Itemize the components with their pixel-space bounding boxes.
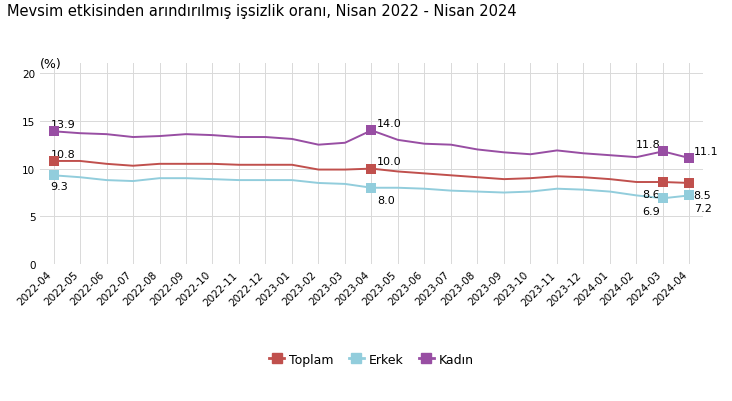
Text: 7.2: 7.2 xyxy=(694,203,712,213)
Toplam xyxy=(632,180,641,185)
Kadın xyxy=(49,130,58,134)
Kadın xyxy=(314,143,323,148)
Line: Kadın: Kadın xyxy=(53,131,690,159)
Kadın xyxy=(288,137,296,142)
Text: 13.9: 13.9 xyxy=(51,120,75,130)
Toplam xyxy=(102,162,111,167)
Kadın xyxy=(579,152,588,156)
Text: 14.0: 14.0 xyxy=(377,119,402,129)
Legend: Toplam, Erkek, Kadın: Toplam, Erkek, Kadın xyxy=(264,348,479,371)
Text: 11.8: 11.8 xyxy=(635,140,660,150)
Kadın xyxy=(632,155,641,160)
Erkek xyxy=(394,186,403,191)
Kadın xyxy=(447,143,455,148)
Kadın xyxy=(367,129,376,134)
Toplam xyxy=(500,177,509,182)
Kadın xyxy=(526,152,535,157)
Toplam xyxy=(526,176,535,181)
Erkek xyxy=(420,187,429,192)
Kadın xyxy=(659,150,668,154)
Erkek xyxy=(129,179,138,184)
Toplam xyxy=(447,174,455,178)
Toplam xyxy=(605,177,614,182)
Erkek xyxy=(473,190,482,194)
Erkek xyxy=(49,174,58,178)
Erkek xyxy=(685,194,694,198)
Text: 8.5: 8.5 xyxy=(694,191,712,201)
Erkek xyxy=(367,186,376,191)
Toplam xyxy=(579,175,588,180)
Kadın xyxy=(75,132,84,136)
Toplam xyxy=(553,174,561,179)
Text: (%): (%) xyxy=(40,58,62,71)
Kadın xyxy=(473,148,482,152)
Kadın xyxy=(208,134,217,138)
Toplam xyxy=(155,162,164,167)
Kadın xyxy=(394,138,403,143)
Erkek xyxy=(261,178,270,183)
Toplam xyxy=(208,162,217,167)
Erkek xyxy=(288,178,296,183)
Kadın xyxy=(261,135,270,140)
Text: 9.3: 9.3 xyxy=(51,182,69,192)
Text: 10.8: 10.8 xyxy=(51,150,75,159)
Toplam xyxy=(234,163,243,168)
Erkek xyxy=(632,194,641,198)
Erkek xyxy=(182,176,190,181)
Text: 11.1: 11.1 xyxy=(694,146,718,156)
Toplam xyxy=(420,172,429,176)
Toplam xyxy=(473,175,482,180)
Toplam xyxy=(394,170,403,174)
Toplam xyxy=(75,159,84,164)
Text: 8.6: 8.6 xyxy=(643,190,660,200)
Kadın xyxy=(605,154,614,158)
Erkek xyxy=(155,176,164,181)
Toplam xyxy=(182,162,190,167)
Erkek xyxy=(579,188,588,192)
Toplam xyxy=(261,163,270,168)
Kadın xyxy=(129,135,138,140)
Erkek xyxy=(314,181,323,186)
Text: 10.0: 10.0 xyxy=(377,157,402,167)
Text: 6.9: 6.9 xyxy=(643,206,660,216)
Toplam xyxy=(685,181,694,186)
Erkek xyxy=(75,175,84,180)
Kadın xyxy=(420,142,429,147)
Erkek xyxy=(234,178,243,183)
Erkek xyxy=(102,178,111,183)
Erkek xyxy=(605,190,614,194)
Kadın xyxy=(182,132,190,137)
Erkek xyxy=(447,189,455,194)
Toplam xyxy=(288,163,296,168)
Kadın xyxy=(155,134,164,139)
Toplam xyxy=(129,164,138,169)
Kadın xyxy=(500,150,509,155)
Erkek xyxy=(526,190,535,194)
Kadın xyxy=(685,156,694,161)
Kadın xyxy=(553,149,561,154)
Toplam xyxy=(314,168,323,172)
Kadın xyxy=(340,141,349,146)
Text: Mevsim etkisinden arındırılmış işsizlik oranı, Nisan 2022 - Nisan 2024: Mevsim etkisinden arındırılmış işsizlik … xyxy=(7,4,517,19)
Erkek xyxy=(340,182,349,187)
Erkek xyxy=(659,196,668,201)
Erkek xyxy=(553,187,561,192)
Toplam xyxy=(49,159,58,164)
Erkek xyxy=(208,177,217,182)
Line: Erkek: Erkek xyxy=(53,176,690,199)
Toplam xyxy=(367,167,376,172)
Toplam xyxy=(659,180,668,185)
Erkek xyxy=(500,190,509,195)
Kadın xyxy=(234,135,243,140)
Toplam xyxy=(340,168,349,172)
Kadın xyxy=(102,132,111,137)
Line: Toplam: Toplam xyxy=(53,162,690,184)
Text: 8.0: 8.0 xyxy=(377,196,395,206)
